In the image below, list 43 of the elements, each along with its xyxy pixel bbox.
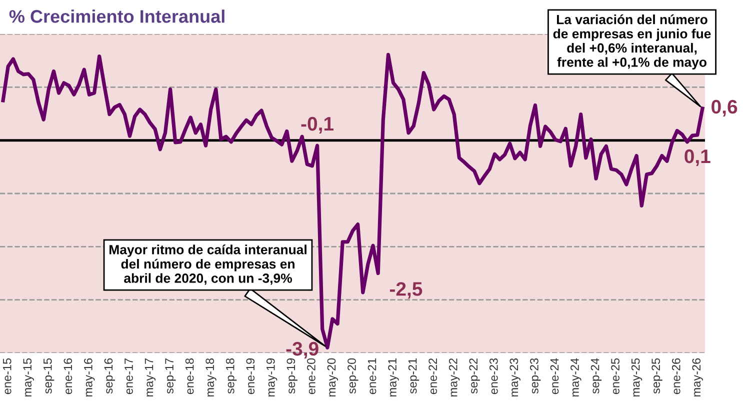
- x-tick-label: sep-17: [165, 358, 176, 394]
- x-tick-label: may-24: [570, 358, 582, 396]
- x-tick-label: may-21: [388, 358, 399, 396]
- x-tick-label: may-15: [23, 358, 34, 396]
- x-tick-label: may-20: [327, 358, 338, 396]
- x-tick-label: sep-20: [348, 358, 358, 394]
- data-label: -3,9: [286, 342, 318, 358]
- x-tick-label: ene-19: [246, 358, 255, 394]
- x-tick-label: ene-18: [185, 358, 194, 394]
- x-tick-label: ene-24: [550, 358, 559, 394]
- x-tick-label: ene-16: [64, 358, 72, 394]
- x-tick-label: ene-20: [307, 358, 316, 394]
- x-tick-label: ene-26: [672, 358, 680, 394]
- x-tick-label: ene-15: [3, 358, 12, 394]
- x-tick-label: may-19: [266, 358, 278, 396]
- x-tick-label: sep-22: [469, 358, 480, 394]
- data-label: -2,5: [390, 282, 422, 299]
- x-tick-label: ene-22: [428, 358, 438, 394]
- data-label: -0,1: [301, 116, 334, 134]
- chart-title: % Crecimiento Interanual: [9, 10, 224, 23]
- x-tick-label: ene-23: [489, 358, 498, 394]
- x-tick-label: sep-19: [286, 358, 298, 394]
- x-tick-label: sep-23: [530, 358, 541, 394]
- x-tick-label: may-17: [144, 358, 156, 396]
- x-tick-label: may-16: [84, 358, 95, 396]
- x-tick-label: ene-17: [124, 358, 133, 394]
- x-tick-label: may-23: [510, 358, 520, 396]
- x-tick-label: ene-21: [368, 358, 376, 394]
- x-tick-label: sep-18: [226, 358, 237, 394]
- x-tick-label: sep-16: [104, 358, 115, 394]
- x-tick-label: ene-25: [611, 358, 620, 394]
- data-label: 0,1: [684, 149, 710, 166]
- x-tick-label: may-18: [206, 358, 216, 396]
- x-tick-label: sep-15: [44, 358, 54, 394]
- data-label: 0,6: [712, 100, 738, 116]
- x-tick-label: sep-24: [590, 358, 602, 394]
- x-tick-label: sep-25: [652, 358, 662, 394]
- x-tick-label: may-25: [631, 358, 642, 396]
- annotation: Mayor ritmo de caída interanual del número de empresas en abril de 2020, con un -3,9%: [110, 244, 306, 285]
- annotation: La variación del número de empresas en junio fue del +0,6% interanual, frente al +0,1% de mayo: [553, 14, 711, 70]
- x-tick-label: may-22: [448, 358, 460, 396]
- x-tick-label: sep-21: [408, 358, 420, 394]
- x-tick-label: may-26: [692, 358, 703, 396]
